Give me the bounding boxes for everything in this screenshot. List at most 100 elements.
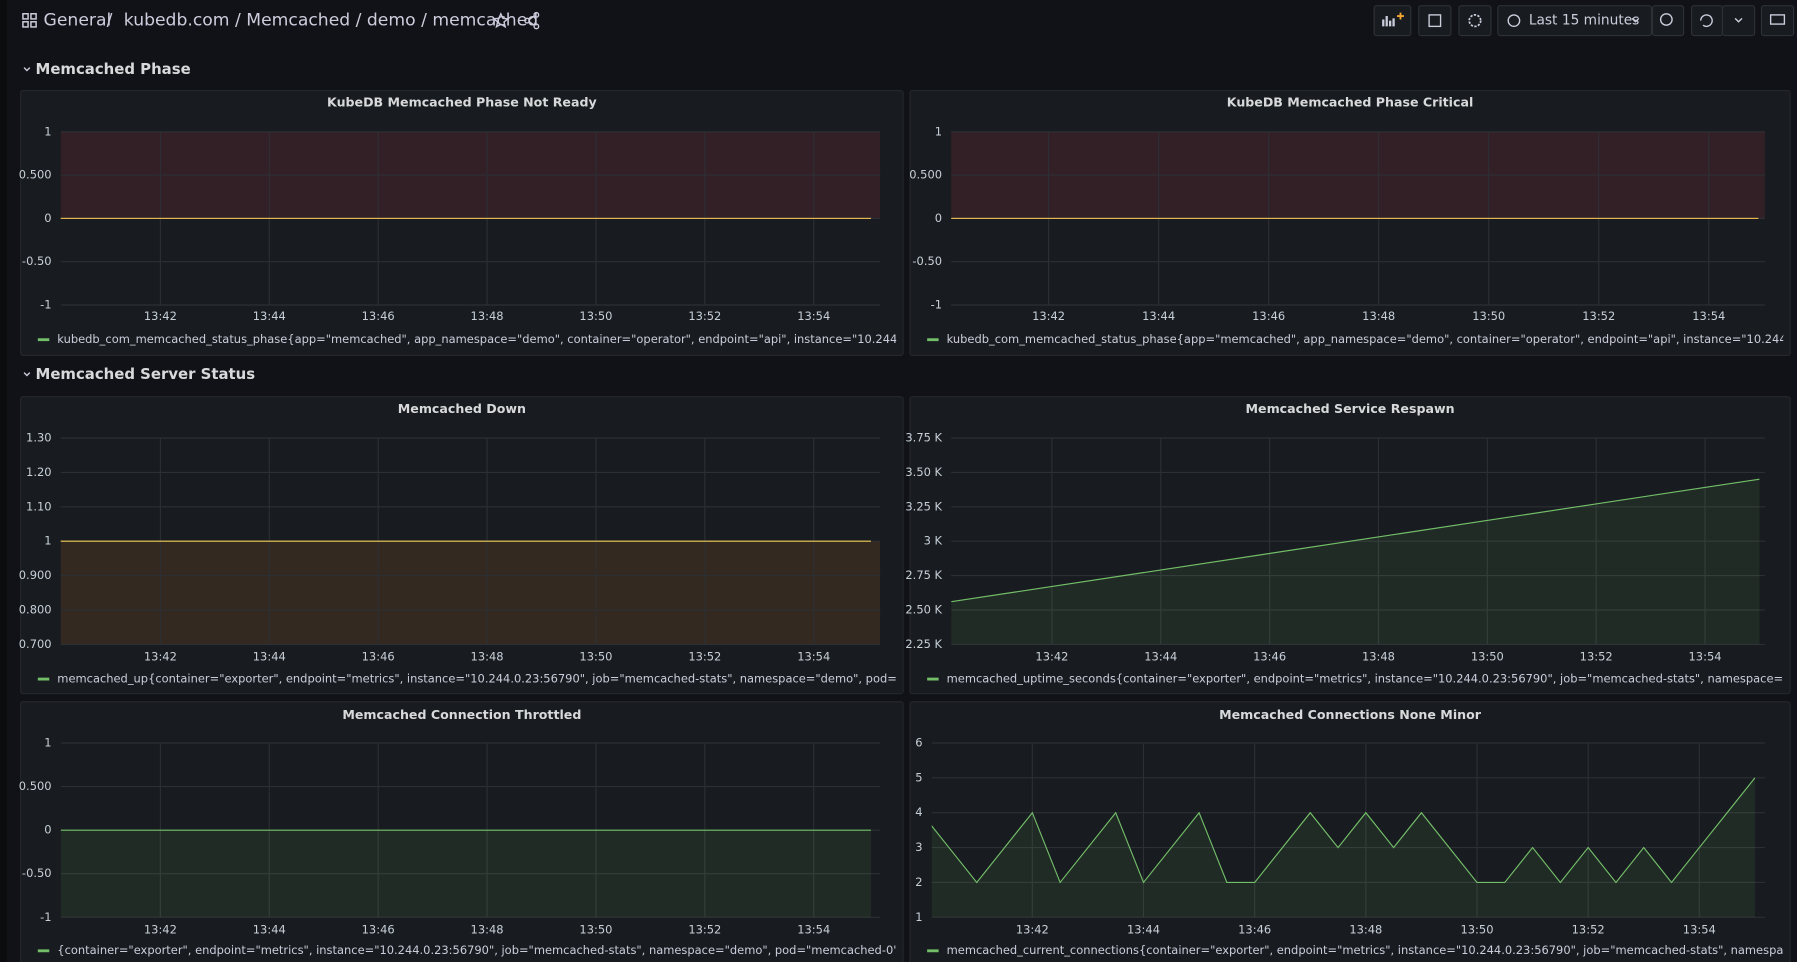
- folder-link[interactable]: General: [44, 11, 112, 31]
- legend-swatch: [38, 949, 49, 952]
- x-tick-label: 13:50: [579, 922, 612, 936]
- refresh-interval-button[interactable]: [1723, 6, 1755, 36]
- y-tick-label: 1: [44, 124, 51, 138]
- x-tick-label: 13:54: [797, 922, 830, 936]
- y-tick-label: 1.30: [26, 431, 52, 445]
- y-tick-label: 0: [935, 211, 942, 225]
- refresh-button[interactable]: [1692, 6, 1723, 36]
- legend-swatch: [927, 678, 938, 681]
- x-tick-label: 13:50: [1472, 309, 1505, 323]
- y-tick-label: -0.50: [22, 254, 52, 268]
- y-tick-label: 0.500: [19, 779, 52, 793]
- panel: Memcached Connections None Minor12345613…: [910, 702, 1797, 962]
- y-tick-label: 3 K: [924, 534, 943, 548]
- x-tick-label: 13:42: [144, 650, 177, 664]
- x-tick-label: 13:48: [471, 309, 504, 323]
- panel: KubeDB Memcached Phase Critical-1-0.5000…: [909, 91, 1797, 356]
- y-tick-label: 0: [44, 211, 51, 225]
- y-tick-label: -1: [40, 910, 51, 924]
- x-tick-label: 13:44: [1144, 650, 1177, 664]
- y-tick-label: 1: [44, 735, 51, 749]
- legend-label: kubedb_com_memcached_status_phase{app="m…: [947, 332, 1797, 346]
- y-tick-label: -1: [931, 297, 942, 311]
- y-tick-label: -1: [40, 297, 51, 311]
- x-tick-label: 13:46: [362, 309, 395, 323]
- legend-label: memcached_current_connections{container=…: [947, 943, 1797, 957]
- y-tick-label: 6: [915, 735, 922, 749]
- panel-title: KubeDB Memcached Phase Critical: [1227, 95, 1473, 110]
- zoom-out-button[interactable]: [1653, 6, 1684, 36]
- x-tick-label: 13:42: [144, 922, 177, 936]
- y-tick-label: 2.25 K: [905, 637, 942, 651]
- x-tick-label: 13:52: [688, 650, 721, 664]
- x-tick-label: 13:50: [1460, 922, 1493, 936]
- y-tick-label: 1.20: [26, 465, 52, 479]
- x-tick-label: 13:46: [1252, 309, 1285, 323]
- row-title[interactable]: Memcached Phase: [36, 60, 191, 78]
- y-tick-label: 3.25 K: [905, 499, 942, 513]
- panel-title: Memcached Down: [398, 401, 526, 416]
- x-tick-label: 13:52: [1572, 922, 1605, 936]
- panel: Memcached Service Respawn 2.25 K 2.50 K 2.7…: [905, 397, 1797, 694]
- legend-item: kubedb_com_memcached_status_phase{app="m…: [927, 332, 1797, 346]
- x-tick-label: 13:44: [1142, 309, 1175, 323]
- x-tick-label: 13:46: [1253, 650, 1286, 664]
- y-tick-label: 3.50 K: [905, 465, 942, 479]
- y-tick-label: -0.50: [22, 866, 52, 880]
- x-tick-label: 13:52: [688, 309, 721, 323]
- settings-button[interactable]: [1459, 6, 1491, 36]
- x-tick-label: 13:42: [1035, 650, 1068, 664]
- y-tick-label: 0.800: [19, 602, 52, 616]
- threshold-area: [61, 541, 880, 644]
- legend-swatch: [38, 678, 49, 681]
- x-tick-label: 13:44: [253, 309, 286, 323]
- x-tick-label: 13:46: [362, 922, 395, 936]
- dashboard-title[interactable]: kubedb.com / Memcached / demo / memcache…: [124, 11, 538, 31]
- x-tick-label: 13:54: [797, 650, 830, 664]
- legend-swatch: [38, 338, 49, 341]
- x-tick-label: 13:46: [1238, 922, 1271, 936]
- x-tick-label: 13:52: [688, 922, 721, 936]
- legend-swatch: [927, 949, 938, 952]
- x-tick-label: 13:52: [1580, 650, 1613, 664]
- legend-swatch: [927, 338, 938, 341]
- x-tick-label: 13:50: [1471, 650, 1504, 664]
- time-range: Last 15 minutes: [1529, 13, 1640, 29]
- series-area: [61, 830, 871, 917]
- y-tick-label: 3.75 K: [905, 431, 942, 445]
- save-button[interactable]: [1419, 6, 1451, 36]
- y-tick-label: -0.50: [912, 254, 942, 268]
- x-tick-label: 13:54: [1692, 309, 1725, 323]
- panel-title: Memcached Connections None Minor: [1219, 707, 1482, 722]
- y-tick-label: 0: [44, 823, 51, 837]
- panel-title: Memcached Connection Throttled: [342, 707, 581, 722]
- y-tick-label: 0.900: [19, 568, 52, 582]
- x-tick-label: 13:52: [1582, 309, 1615, 323]
- panel-title: Memcached Service Respawn: [1246, 401, 1455, 416]
- y-tick-label: 2.50 K: [905, 602, 942, 616]
- x-tick-label: 13:48: [471, 922, 504, 936]
- legend-item: memcached_uptime_seconds{container="expo…: [927, 671, 1797, 685]
- legend-item: memcached_current_connections{container=…: [927, 943, 1797, 957]
- x-tick-label: 13:54: [1683, 922, 1716, 936]
- x-tick-label: 13:42: [144, 309, 177, 323]
- x-tick-label: 13:50: [579, 650, 612, 664]
- y-tick-label: 4: [915, 805, 922, 819]
- y-tick-label: 0.700: [19, 637, 52, 651]
- y-tick-label: 1: [935, 124, 942, 138]
- y-tick-label: 1.10: [26, 499, 52, 513]
- x-tick-label: 13:42: [1032, 309, 1065, 323]
- x-tick-label: 13:44: [253, 922, 286, 936]
- x-tick-label: 13:44: [253, 650, 286, 664]
- tv-mode-button[interactable]: [1761, 6, 1793, 36]
- panel-title: KubeDB Memcached Phase Not Ready: [327, 95, 597, 110]
- x-tick-label: 13:50: [579, 309, 612, 323]
- x-tick-label: 13:48: [1349, 922, 1382, 936]
- row-title[interactable]: Memcached Server Status: [36, 365, 256, 383]
- x-tick-label: 13:48: [1362, 650, 1395, 664]
- y-tick-label: 2.75 K: [905, 568, 942, 582]
- x-tick-label: 13:54: [1689, 650, 1722, 664]
- y-tick-label: 1: [915, 910, 922, 924]
- sidebar-edge: [0, 0, 7, 962]
- legend-label: memcached_uptime_seconds{container="expo…: [947, 671, 1797, 685]
